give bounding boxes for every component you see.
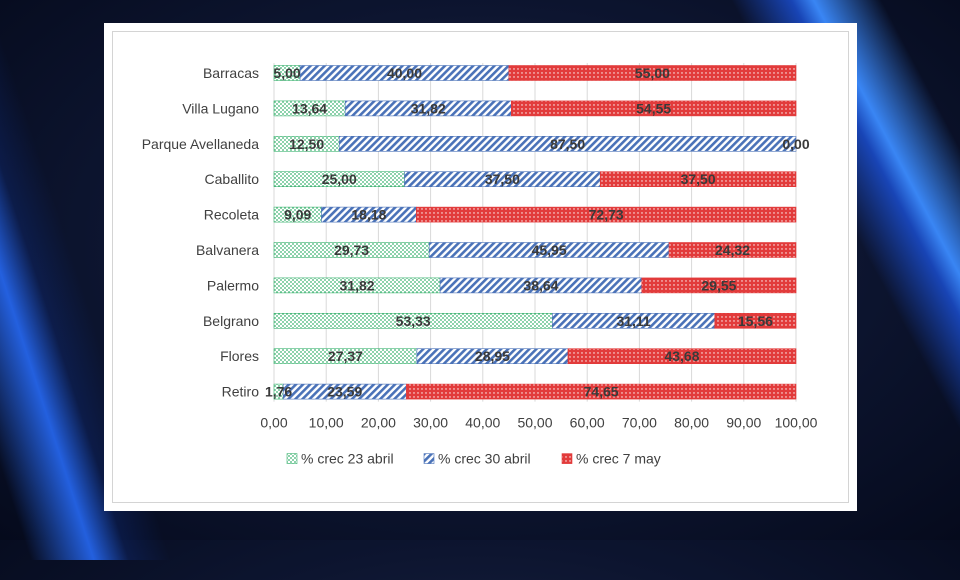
x-tick-label: 80,00	[674, 415, 709, 431]
category-label: Palermo	[207, 277, 259, 293]
category-label: Villa Lugano	[182, 100, 259, 116]
chart-panel: 0,00 10,00 20,00 30,00 40,00 50,00 60,00 70,00 8…	[104, 23, 857, 511]
stacked-bar-chart: 0,00 10,00 20,00 30,00 40,00 50,00 60,00 70,00 8…	[142, 63, 818, 467]
data-label: 27,37	[328, 348, 363, 364]
bar-segment	[668, 242, 797, 258]
x-tick-label: 90,00	[726, 415, 761, 431]
data-label: 9,09	[284, 207, 311, 223]
data-label: 18,18	[351, 207, 386, 223]
data-label: 13,64	[292, 100, 327, 116]
data-label: 15,56	[738, 313, 773, 329]
legend-swatch	[286, 453, 298, 464]
data-label: 74,65	[584, 384, 619, 400]
category-label: Balvanera	[196, 242, 259, 258]
data-label: 29,73	[334, 242, 369, 258]
x-tick-label: 60,00	[570, 415, 605, 431]
data-label: 31,82	[340, 277, 375, 293]
data-label: 23,59	[327, 384, 362, 400]
x-tick-label: 30,00	[413, 415, 448, 431]
x-tick-label: 0,00	[260, 415, 287, 431]
data-label: 45,95	[532, 242, 567, 258]
data-label: 53,33	[396, 313, 431, 329]
data-label: 54,55	[636, 100, 671, 116]
data-label: 12,50	[289, 136, 324, 152]
data-label: 37,50	[485, 171, 520, 187]
x-tick-label: 100,00	[775, 415, 818, 431]
data-label: 38,64	[523, 277, 558, 293]
data-label: 24,32	[715, 242, 750, 258]
data-label: 72,73	[589, 207, 624, 223]
category-label: Barracas	[203, 65, 259, 81]
bars	[273, 65, 797, 400]
data-label: 87,50	[550, 136, 585, 152]
data-label: 0,00	[782, 136, 809, 152]
category-label: Parque Avellaneda	[142, 136, 259, 152]
data-label: 31,82	[411, 100, 446, 116]
data-label: 40,00	[387, 65, 422, 81]
category-label: Belgrano	[203, 313, 259, 329]
legend-swatch	[561, 453, 573, 464]
bar-segment	[511, 100, 797, 117]
category-label: Flores	[220, 348, 259, 364]
labels: 0,00 10,00 20,00 30,00 40,00 50,00 60,00 70,00 8…	[142, 65, 818, 431]
legend-swatch	[423, 453, 435, 464]
data-label: 5,00	[273, 65, 300, 81]
legend: % crec 23 abril % crec 30 abril % crec 7 m…	[286, 451, 661, 467]
legend-label: % crec 23 abril	[301, 451, 394, 467]
x-tick-label: 70,00	[622, 415, 657, 431]
category-label: Recoleta	[204, 207, 259, 223]
data-label: 31,11	[616, 313, 650, 329]
legend-label: % crec 30 abril	[438, 451, 531, 467]
data-label: 29,55	[701, 277, 736, 293]
bar-segment	[599, 171, 797, 187]
data-label: 43,68	[664, 348, 699, 364]
bar-segment	[406, 383, 797, 400]
gridlines	[273, 63, 797, 402]
data-label: 25,00	[322, 171, 357, 187]
x-tick-label: 50,00	[517, 415, 552, 431]
x-tick-label: 10,00	[309, 415, 344, 431]
chart-frame	[112, 31, 849, 503]
bar-segment	[641, 277, 797, 294]
bar-segment	[567, 348, 797, 365]
data-label: 28,95	[475, 348, 510, 364]
data-label: 55,00	[635, 65, 670, 81]
category-label: Caballito	[205, 171, 260, 187]
bar-segment	[416, 206, 797, 223]
bar-segment	[508, 65, 797, 81]
legend-label: % crec 7 may	[576, 451, 661, 467]
bar-segment	[714, 312, 797, 329]
x-tick-label: 20,00	[361, 415, 396, 431]
data-label: 1,76	[265, 384, 292, 400]
data-label: 37,50	[681, 171, 716, 187]
category-label: Retiro	[222, 384, 260, 400]
x-tick-label: 40,00	[465, 415, 500, 431]
bar-segment	[338, 136, 797, 152]
